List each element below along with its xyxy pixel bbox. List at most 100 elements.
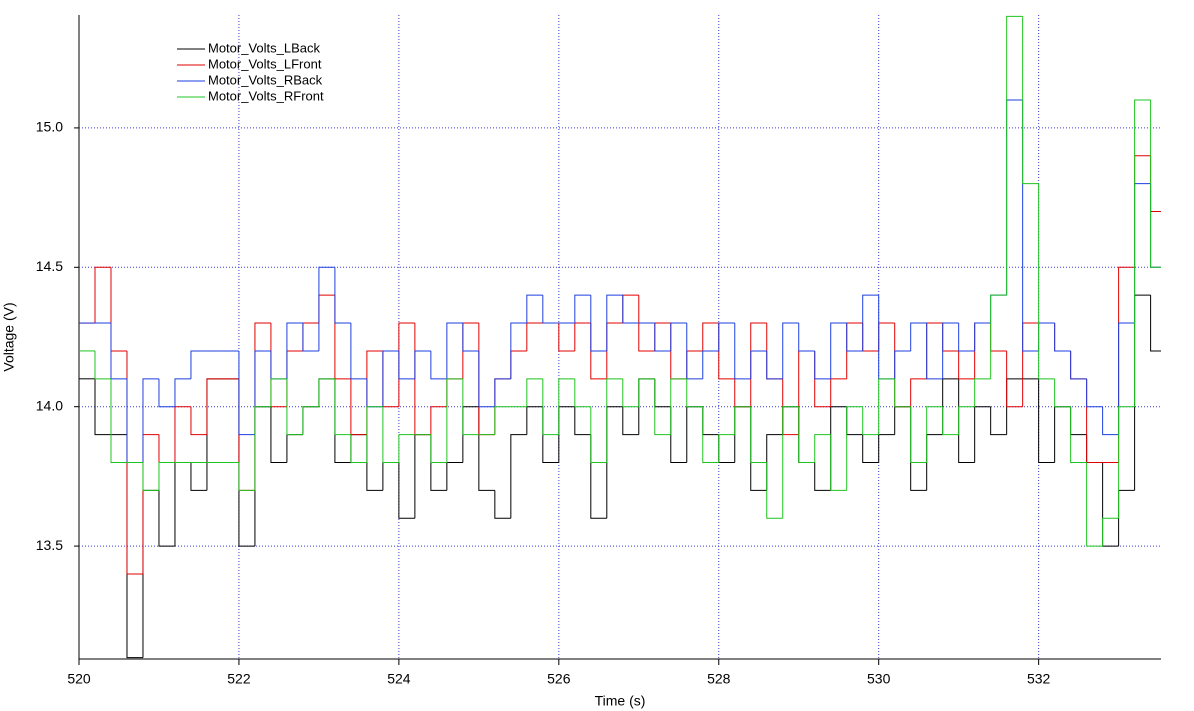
step-segment — [654, 323, 671, 352]
step-segment — [878, 322, 895, 351]
step-segment — [1070, 350, 1087, 380]
step-segment — [654, 322, 671, 351]
step-segment — [1134, 155, 1151, 268]
step-segment — [270, 323, 287, 408]
step-segment — [590, 406, 607, 463]
step-segment — [654, 378, 671, 436]
step-segment — [990, 406, 1007, 436]
step-segment — [270, 406, 287, 463]
step-segment — [1054, 323, 1071, 352]
step-segment — [174, 461, 191, 547]
step-segment — [942, 406, 959, 436]
step-segment — [446, 378, 463, 407]
step-segment — [1102, 462, 1119, 547]
step-segment — [350, 323, 367, 380]
step-segment — [238, 462, 255, 491]
step-segment — [590, 295, 607, 352]
step-segment — [366, 406, 383, 463]
step-segment — [718, 434, 735, 463]
step-segment — [686, 350, 703, 379]
step-segment — [782, 406, 799, 519]
legend-label: Motor_Volts_LFront — [208, 56, 322, 71]
step-segment — [894, 406, 911, 435]
step-segment — [814, 462, 831, 491]
step-segment — [1070, 350, 1087, 380]
step-segment — [142, 462, 159, 491]
step-segment — [430, 434, 447, 463]
step-segment — [878, 378, 895, 435]
step-segment — [526, 378, 543, 407]
step-segment — [830, 322, 847, 379]
step-segment — [1134, 183, 1151, 324]
step-segment — [366, 378, 383, 408]
step-segment — [110, 267, 127, 352]
step-segment — [302, 322, 319, 351]
step-segment — [942, 322, 959, 379]
step-segment — [126, 434, 143, 659]
step-segment — [814, 350, 831, 380]
step-segment — [894, 378, 911, 408]
step-segment — [190, 406, 207, 436]
step-segment — [926, 434, 943, 491]
step-segment — [1134, 294, 1151, 491]
step-segment — [910, 406, 927, 491]
step-segment — [414, 323, 431, 436]
step-segment — [1038, 322, 1055, 351]
step-segment — [94, 350, 111, 380]
step-segment — [686, 378, 703, 408]
step-segment — [542, 378, 559, 436]
step-segment — [350, 434, 367, 463]
step-segment — [238, 350, 255, 436]
step-segment — [766, 323, 783, 380]
step-segment — [1118, 266, 1135, 463]
step-segment — [782, 406, 799, 435]
step-segment — [702, 406, 719, 436]
step-segment — [670, 322, 687, 351]
step-segment — [750, 406, 767, 491]
step-segment — [878, 295, 895, 380]
step-segment — [302, 406, 319, 435]
step-segment — [1150, 183, 1161, 268]
step-segment — [750, 322, 767, 407]
step-segment — [302, 323, 319, 352]
step-segment — [190, 462, 207, 491]
step-segment — [574, 406, 591, 436]
step-segment — [542, 295, 559, 324]
step-segment — [1054, 406, 1071, 463]
step-segment — [718, 434, 735, 463]
step-segment — [798, 323, 815, 352]
step-segment — [718, 323, 735, 380]
step-segment — [654, 378, 671, 408]
step-segment — [446, 322, 463, 379]
step-segment — [558, 323, 575, 352]
step-segment — [702, 350, 719, 379]
step-segment — [286, 434, 303, 463]
step-segment — [462, 378, 479, 436]
step-segment — [670, 406, 687, 463]
step-segment — [318, 378, 335, 407]
step-segment — [206, 378, 223, 491]
step-segment — [302, 406, 319, 435]
step-segment — [862, 434, 879, 463]
step-segment — [430, 350, 447, 380]
step-segment — [1022, 16, 1039, 185]
step-segment — [990, 294, 1007, 379]
step-segment — [526, 322, 543, 351]
x-tick-label: 532 — [1027, 671, 1051, 687]
step-segment — [910, 378, 927, 407]
step-segment — [158, 461, 175, 491]
step-segment — [750, 406, 767, 463]
step-segment — [1038, 378, 1055, 463]
step-segment — [1118, 322, 1135, 435]
step-segment — [670, 323, 687, 380]
step-segment — [1150, 100, 1161, 268]
step-segment — [686, 406, 703, 463]
step-segment — [718, 322, 735, 351]
step-segment — [974, 378, 991, 407]
step-segment — [1070, 406, 1087, 463]
step-segment — [142, 378, 159, 463]
step-segment — [638, 378, 655, 407]
step-segment — [1102, 517, 1119, 547]
step-segment — [926, 322, 943, 379]
step-segment — [1006, 99, 1023, 296]
